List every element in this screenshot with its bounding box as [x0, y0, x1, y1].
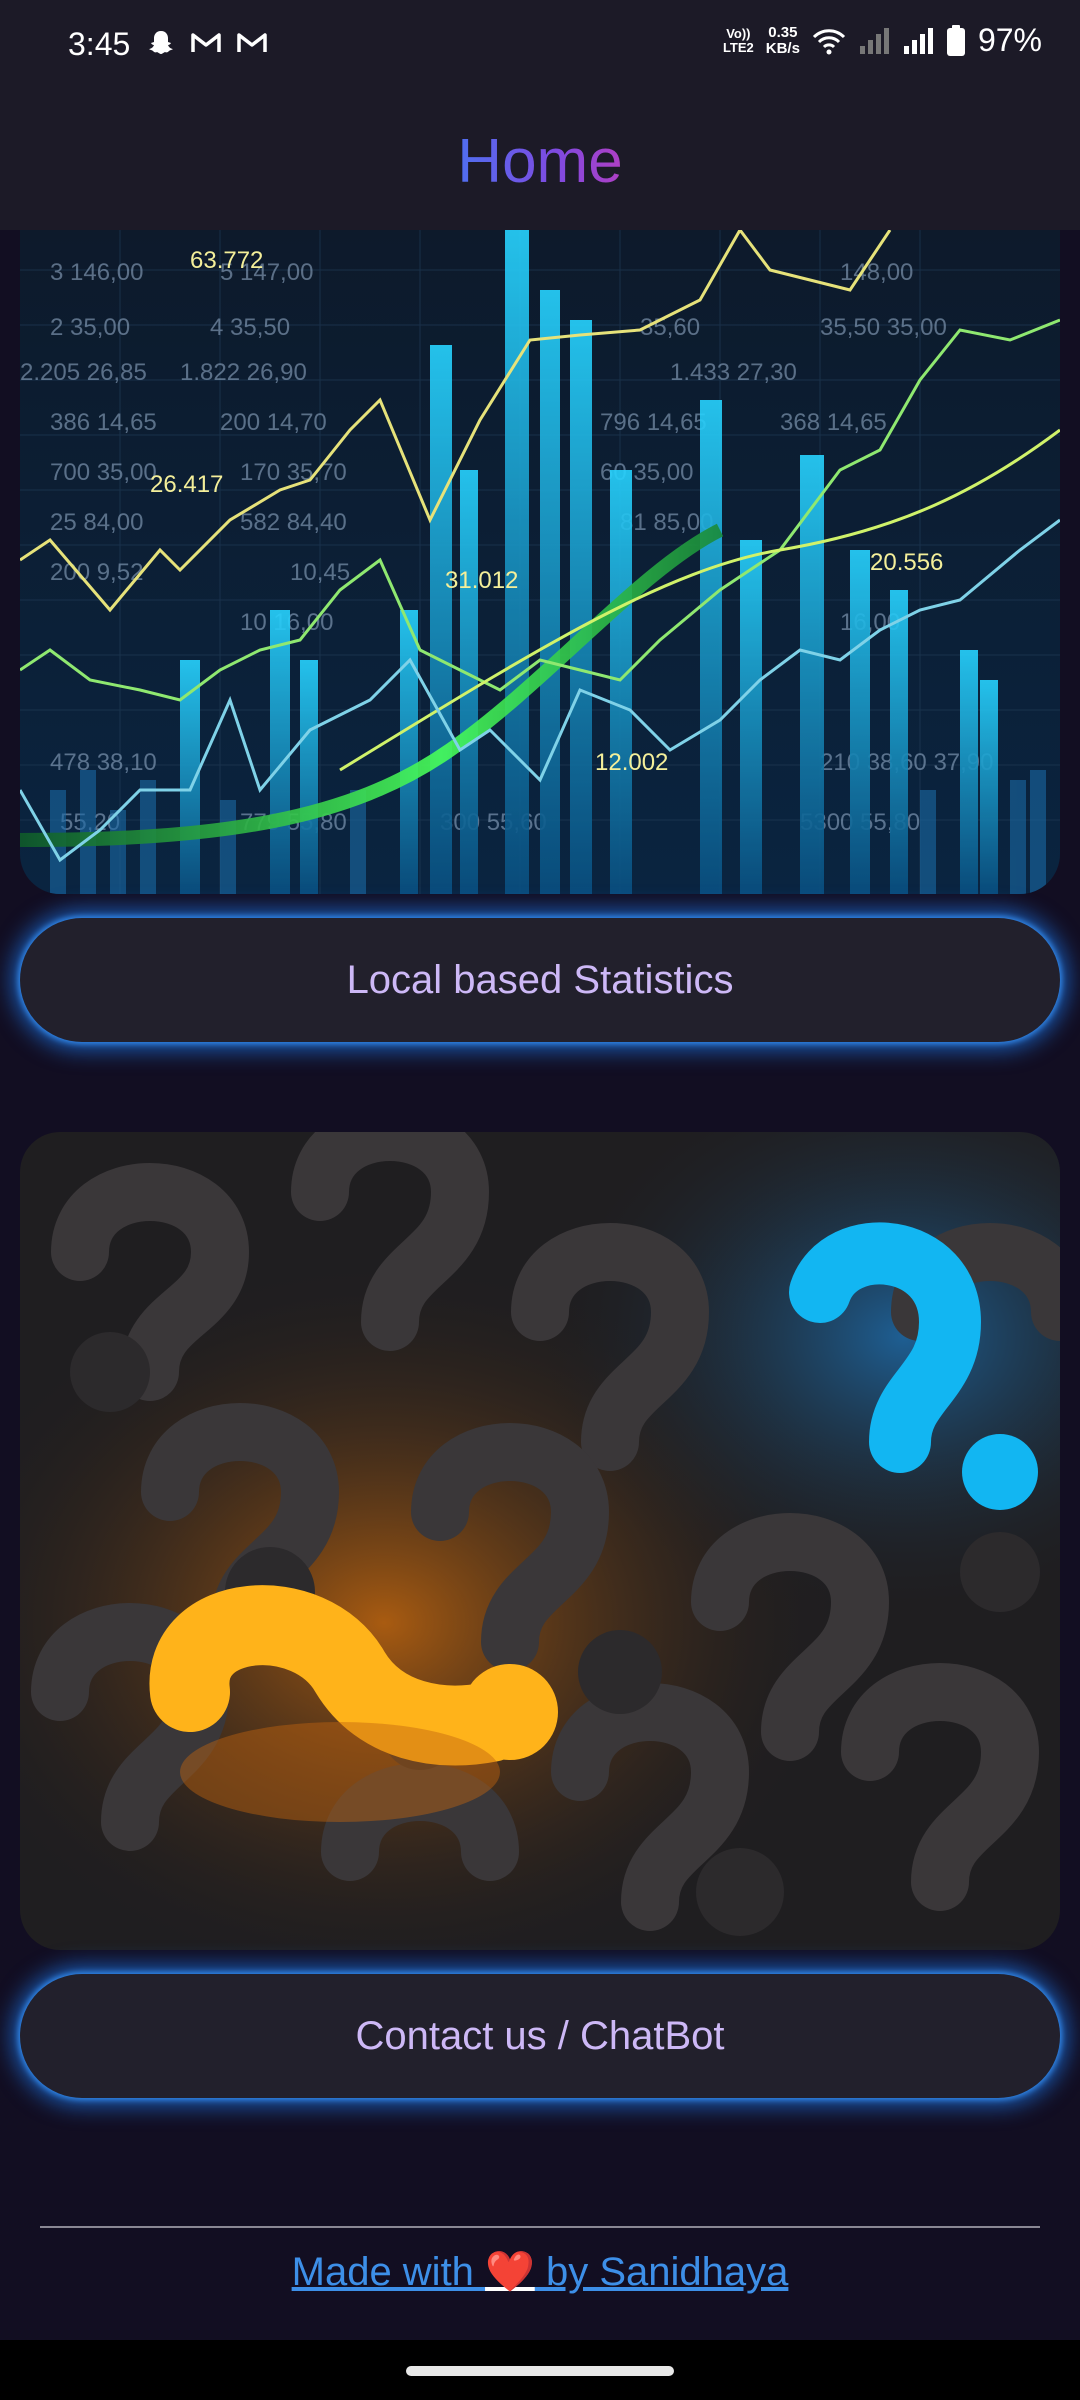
net-speed-value: 0.35: [768, 23, 798, 41]
svg-text:81 85,00: 81 85,00: [620, 509, 713, 536]
chart-label: 26.417: [150, 471, 223, 498]
home-gesture-handle[interactable]: [406, 2366, 674, 2376]
signal-strong-icon: [903, 27, 933, 54]
notification-icons: [146, 28, 268, 58]
stock-market-chart-graphic: 3 146,00 5 147,00 148,00 2 35,00 4 35,50 35,…: [20, 230, 1060, 894]
svg-text:200 9,52: 200 9,52: [50, 559, 143, 586]
svg-text:5 147,00: 5 147,00: [220, 259, 313, 286]
svg-text:148,00: 148,00: [840, 259, 913, 286]
question-marks-graphic: [20, 1132, 1060, 1950]
footer-prefix: Made with: [291, 2250, 486, 2294]
svg-text:796 14,65: 796 14,65: [600, 409, 707, 436]
svg-text:35,60: 35,60: [640, 314, 700, 341]
svg-text:35,50 35,00: 35,50 35,00: [820, 314, 947, 341]
svg-text:478 38,10: 478 38,10: [50, 749, 157, 776]
volte-indicator: Vo)) LTE2: [722, 25, 754, 55]
svg-text:368 14,65: 368 14,65: [780, 409, 887, 436]
heart-icon: ❤️: [485, 2250, 535, 2294]
svg-text:200 14,70: 200 14,70: [220, 409, 327, 436]
snapchat-icon: [149, 31, 173, 54]
svg-text:25 84,00: 25 84,00: [50, 509, 143, 536]
wifi-icon: [812, 28, 846, 54]
svg-text:700 35,00: 700 35,00: [50, 459, 157, 486]
footer-credit-link[interactable]: Made with ❤️ by Sanidhaya: [0, 2248, 1080, 2295]
svg-text:2 35,00: 2 35,00: [50, 314, 130, 341]
net-speed-indicator: 0.35 KB/s: [765, 23, 800, 57]
svg-text:582 84,40: 582 84,40: [240, 509, 347, 536]
svg-text:1.822 26,90: 1.822 26,90: [180, 359, 307, 386]
footer-suffix: by Sanidhaya: [534, 2250, 789, 2294]
contact-chatbot-button[interactable]: Contact us / ChatBot: [20, 1974, 1060, 2098]
signal-weak-icon: [859, 27, 889, 54]
chart-label: 20.556: [870, 549, 943, 576]
question-marks-image[interactable]: [20, 1132, 1060, 1950]
status-time: 3:45: [68, 26, 131, 62]
chart-label: 12.002: [595, 749, 668, 776]
svg-text:170 35,70: 170 35,70: [240, 459, 347, 486]
footer-divider: [40, 2226, 1040, 2228]
svg-text:2.205 26,85: 2.205 26,85: [20, 359, 147, 386]
status-bar: 3:45 Vo)) LTE2 0.35 KB/s: [0, 0, 1080, 92]
chart-label: 31.012: [445, 567, 518, 594]
battery-percent: 97%: [977, 22, 1042, 58]
volte-label-bottom: LTE2: [722, 39, 754, 55]
local-statistics-button[interactable]: Local based Statistics: [20, 918, 1060, 1042]
svg-text:3 146,00: 3 146,00: [50, 259, 143, 286]
svg-text:386 14,65: 386 14,65: [50, 409, 157, 436]
svg-text:1.433 27,30: 1.433 27,30: [670, 359, 797, 386]
net-speed-unit: KB/s: [765, 39, 800, 57]
battery-icon: [946, 24, 965, 56]
stock-market-chart-image[interactable]: 3 146,00 5 147,00 148,00 2 35,00 4 35,50 35,…: [20, 230, 1060, 894]
gmail-icon: [237, 33, 267, 52]
gmail-icon: [191, 33, 221, 52]
system-nav-bar: [0, 2340, 1080, 2400]
svg-text:10,45: 10,45: [290, 559, 350, 586]
status-indicators: Vo)) LTE2 0.35 KB/s: [723, 22, 1042, 59]
svg-text:4 35,50: 4 35,50: [210, 314, 290, 341]
svg-text:300 55,60: 300 55,60: [440, 809, 547, 836]
volte-label-top: Vo)): [726, 25, 751, 41]
page-title: Home: [457, 126, 623, 196]
app-bar: Home: [0, 92, 1080, 230]
chart-label: 63.772: [190, 247, 263, 274]
